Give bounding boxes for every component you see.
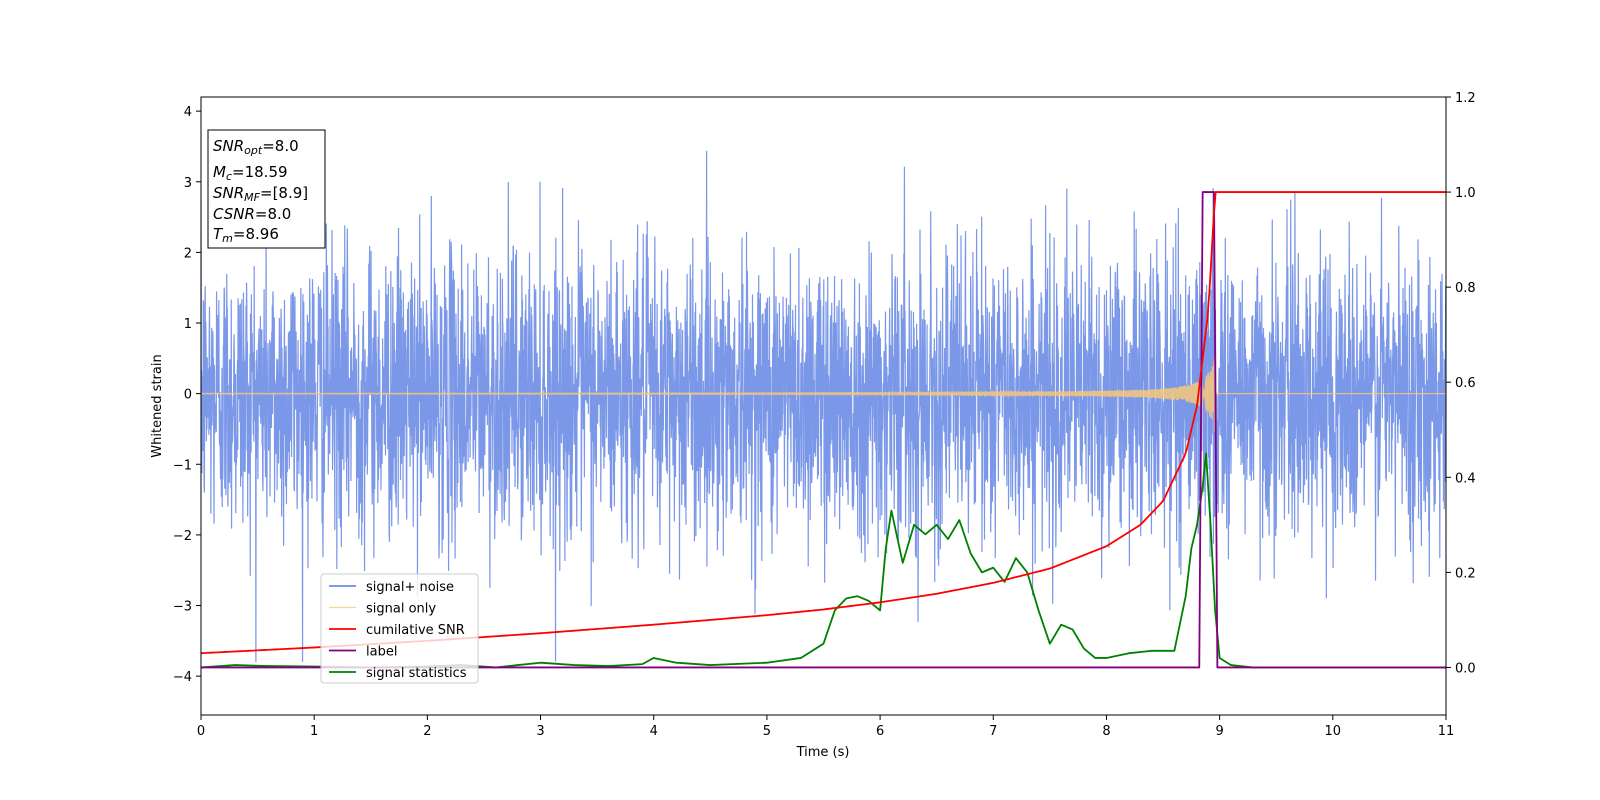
series-signal-only <box>201 356 1446 432</box>
y-right-tick-label: 1.2 <box>1455 91 1476 106</box>
y-left-tick-label: −2 <box>173 529 192 544</box>
x-tick-label: 6 <box>876 724 884 739</box>
x-tick-label: 2 <box>423 724 431 739</box>
annotation-line: CSNR=8.0 <box>213 205 291 223</box>
y-right-tick-label: 0.2 <box>1455 566 1476 581</box>
x-tick-label: 7 <box>989 724 997 739</box>
legend-label-4: signal statistics <box>366 666 467 681</box>
x-axis-label: Time (s) <box>796 745 850 760</box>
x-tick-label: 0 <box>197 724 205 739</box>
legend: signal+ noise signal only cumilative SNR la… <box>320 573 479 684</box>
y-left-tick-label: −4 <box>173 670 192 685</box>
y-left-tick-label: 3 <box>184 176 192 191</box>
y-right-tick-label: 0.0 <box>1455 661 1476 676</box>
x-tick-label: 8 <box>1102 724 1110 739</box>
label-line <box>201 191 1446 669</box>
y-right-tick-label: 0.6 <box>1455 376 1476 391</box>
x-tick-label: 9 <box>1215 724 1223 739</box>
signal-noise-line <box>201 150 1446 663</box>
x-tick-label: 5 <box>763 724 771 739</box>
annotation-line: SNRopt=8.0 <box>213 137 299 157</box>
x-tick-label: 11 <box>1438 724 1455 739</box>
y-left-tick-label: 2 <box>184 246 192 261</box>
annotation-line: Mc=18.59 <box>213 163 288 183</box>
x-tick-label: 1 <box>310 724 318 739</box>
legend-label-1: signal only <box>366 602 436 617</box>
plot-frame <box>200 96 1447 716</box>
y-left-tick-label: 1 <box>184 317 192 332</box>
legend-label-3: label <box>366 645 397 660</box>
annotation-line: Tm=8.96 <box>213 225 279 245</box>
y-axis-left: −4 −3 −2 −1 0 1 2 3 4 <box>173 105 201 685</box>
y-right-tick-label: 0.4 <box>1455 471 1476 486</box>
legend-label-2: cumilative SNR <box>366 623 465 638</box>
series-label <box>201 191 1446 669</box>
y-right-tick-label: 1.0 <box>1455 186 1476 201</box>
y-left-tick-label: −1 <box>173 458 192 473</box>
signal-only-line <box>201 356 1446 432</box>
y-right-tick-label: 0.8 <box>1455 281 1476 296</box>
y-left-tick-label: −3 <box>173 600 192 615</box>
series-signal-noise <box>201 150 1446 663</box>
y-left-tick-label: 4 <box>184 105 192 120</box>
annotation-line: SNRMF=[8.9] <box>213 184 308 204</box>
x-tick-label: 10 <box>1325 724 1342 739</box>
y-axis-right: 0.0 0.2 0.4 0.6 0.8 1.0 1.2 <box>1446 91 1476 676</box>
legend-label-0: signal+ noise <box>366 580 454 595</box>
x-axis: 0 1 2 3 4 5 6 7 8 9 10 11 <box>197 715 1454 739</box>
plot-area <box>201 150 1446 669</box>
y-left-tick-label: 0 <box>184 388 192 403</box>
x-tick-label: 4 <box>650 724 658 739</box>
y-axis-left-label: Whitened strain <box>150 354 165 457</box>
x-tick-label: 3 <box>536 724 544 739</box>
